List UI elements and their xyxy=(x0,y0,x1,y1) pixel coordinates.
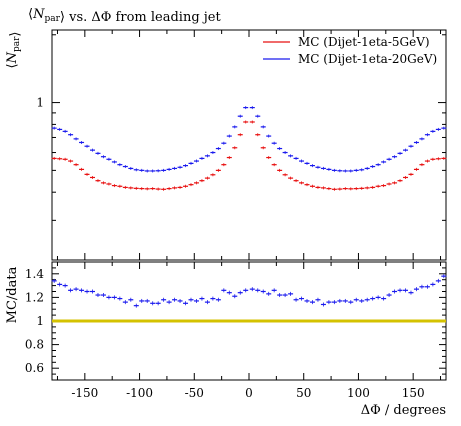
x-tick-label: 100 xyxy=(347,386,370,400)
x-axis-label: ΔΦ / degrees xyxy=(361,403,446,418)
x-tick-label: 150 xyxy=(402,386,425,400)
legend: MC (Dijet-1eta-5GeV) MC (Dijet-1eta-20Ge… xyxy=(263,35,437,66)
ratio-y-tick-label: 1.2 xyxy=(25,290,44,304)
x-tick-label: 50 xyxy=(296,386,311,400)
ratio-y-tick-label: 1.4 xyxy=(25,267,44,281)
ratio-series xyxy=(51,274,447,323)
ratio-y-tick-label: 1 xyxy=(36,314,44,328)
ratio-y-axis-label: MC/data xyxy=(5,266,20,323)
ratio-y-tick-label: 0.6 xyxy=(25,361,44,375)
x-tick-label: -50 xyxy=(185,386,204,400)
ratio-panel: 0.6 0.8 1 1.2 1.4 -150 -100 -50 0 50 100 150 MC/da… xyxy=(5,30,447,418)
main-y-tick-label: 1 xyxy=(36,96,44,110)
x-axis-ticks: -150 -100 -50 0 50 100 150 xyxy=(56,30,442,400)
legend-label-series-1: MC (Dijet-1eta-5GeV) xyxy=(298,35,430,49)
main-y-axis-label: ⟨Npar⟩ xyxy=(5,32,23,69)
legend-label-series-2: MC (Dijet-1eta-20GeV) xyxy=(298,52,437,66)
main-y-ticks: 1 xyxy=(36,34,446,261)
chart-title: ⟨Npar⟩ vs. ΔΦ from leading jet xyxy=(28,7,221,25)
ratio-y-tick-label: 0.8 xyxy=(25,338,44,352)
x-tick-label: -100 xyxy=(126,386,153,400)
x-tick-label: -150 xyxy=(71,386,98,400)
main-series xyxy=(51,106,447,191)
x-tick-label: 0 xyxy=(245,386,253,400)
